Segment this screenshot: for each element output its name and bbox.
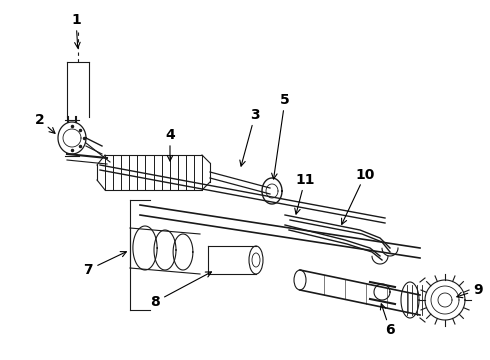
- Text: 3: 3: [250, 108, 260, 122]
- Text: 9: 9: [473, 283, 483, 297]
- Text: 5: 5: [280, 93, 290, 107]
- Text: 10: 10: [355, 168, 375, 182]
- Text: 6: 6: [385, 323, 395, 337]
- Text: 8: 8: [150, 295, 160, 309]
- Text: 4: 4: [165, 128, 175, 142]
- Text: 7: 7: [83, 263, 93, 277]
- Text: 2: 2: [35, 113, 45, 127]
- Text: 1: 1: [71, 13, 81, 27]
- Text: 11: 11: [295, 173, 315, 187]
